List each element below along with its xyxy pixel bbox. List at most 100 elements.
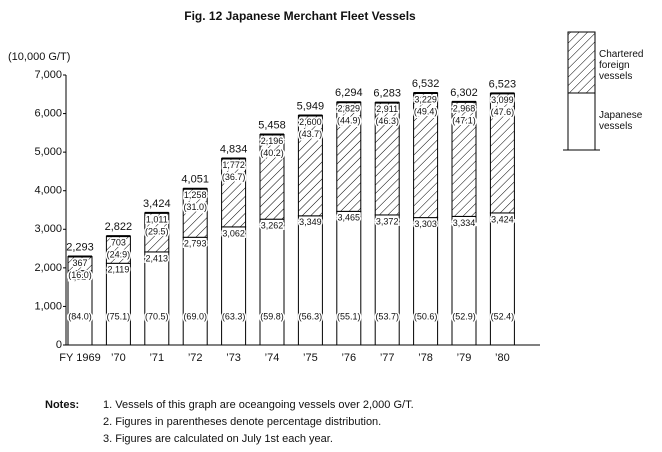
percent-label: (52.4): [491, 311, 515, 321]
bar-segment: [374, 102, 400, 216]
total-label: 2,822: [105, 221, 133, 233]
bar-segment: [489, 92, 515, 214]
total-label: 6,523: [489, 78, 517, 90]
y-tick-label: 5,000: [34, 146, 62, 158]
percent-label: (59.8): [260, 311, 284, 321]
y-tick-label: 4,000: [34, 185, 62, 197]
value-label: 1,258: [184, 190, 207, 200]
bar-segment: [451, 101, 477, 217]
bar-segment: [451, 215, 477, 346]
bar-segment: [259, 218, 285, 346]
total-label: 6,302: [450, 87, 478, 99]
value-label: 3,372: [376, 216, 399, 226]
value-label: 2,829: [338, 104, 361, 114]
percent-label: (53.7): [375, 311, 399, 321]
total-label: 6,532: [412, 78, 440, 90]
legend-label: Japanese vessels: [599, 110, 643, 132]
percent-label: (16.0): [68, 270, 92, 280]
y-axis-label: (10,000 G/T): [8, 51, 70, 63]
bar-segment: [144, 251, 170, 346]
x-tick-label: FY 1969: [59, 352, 100, 364]
x-tick-label: ’76: [341, 352, 356, 364]
notes-heading: Notes:: [45, 399, 79, 411]
note-item: 3. Figures are calculated on July 1st ea…: [103, 433, 333, 445]
legend-label: Chartered foreign vessels: [599, 49, 643, 82]
value-label: 3,229: [414, 94, 437, 104]
value-label: 1,011: [146, 214, 168, 224]
total-label: 3,424: [143, 198, 171, 210]
y-tick-label: 0: [56, 339, 62, 351]
value-label: 3,099: [491, 95, 514, 105]
bar-segment: [413, 217, 439, 346]
bar-segment: [489, 212, 515, 346]
percent-label: (69.0): [183, 311, 207, 321]
percent-label: (47.6): [491, 107, 515, 117]
value-label: 3,334: [453, 218, 476, 228]
percent-label: (56.3): [299, 311, 323, 321]
total-label: 6,283: [373, 88, 401, 100]
percent-label: (40.2): [260, 148, 284, 158]
x-tick-label: ’72: [188, 352, 203, 364]
x-tick-label: ’74: [265, 352, 280, 364]
x-tick-label: ’80: [495, 352, 510, 364]
legend-swatch: [567, 92, 596, 151]
bar-segment: [297, 215, 323, 346]
value-label: 3,062: [222, 228, 245, 238]
chart-title: Fig. 12 Japanese Merchant Fleet Vessels: [184, 9, 416, 23]
bar-segment: [221, 226, 247, 346]
percent-label: (75.1): [107, 311, 131, 321]
y-tick-label: 2,000: [34, 262, 62, 274]
value-label: 1,772: [222, 160, 245, 170]
value-label: 1,926: [69, 272, 92, 282]
value-label: 2,119: [107, 265, 129, 275]
x-tick-label: ’73: [226, 352, 241, 364]
percent-label: (29.5): [145, 226, 169, 236]
total-label: 2,293: [66, 241, 94, 253]
legend-swatch: [567, 31, 596, 94]
percent-label: (43.7): [299, 129, 323, 139]
value-label: 367: [72, 258, 87, 268]
bar-segment: [105, 262, 131, 346]
percent-label: (52.9): [452, 311, 476, 321]
bar-segment: [336, 210, 362, 346]
bar-segment: [413, 92, 439, 219]
value-label: 3,465: [338, 213, 361, 223]
total-label: 4,834: [220, 143, 248, 155]
percent-label: (31.0): [183, 202, 207, 212]
total-label: 5,458: [258, 119, 286, 131]
value-label: 2,600: [299, 117, 322, 127]
percent-label: (70.5): [145, 311, 169, 321]
bar-segment: [297, 115, 323, 217]
bar-segment: [259, 133, 285, 220]
value-label: 3,262: [261, 221, 284, 231]
percent-label: (63.3): [222, 311, 246, 321]
value-label: 703: [111, 238, 126, 248]
percent-label: (49.4): [414, 106, 438, 116]
total-label: 6,294: [335, 87, 363, 99]
y-tick-label: 7,000: [34, 69, 62, 81]
value-label: 2,793: [184, 239, 207, 249]
percent-label: (24.9): [107, 250, 131, 260]
percent-label: (50.6): [414, 311, 438, 321]
x-tick-label: ’70: [111, 352, 126, 364]
bar-segment: [221, 158, 247, 228]
value-label: 2,911: [376, 104, 398, 114]
percent-label: (47.1): [452, 115, 476, 125]
y-tick-label: 1,000: [34, 300, 62, 312]
value-label: 3,303: [414, 219, 437, 229]
note-item: 1. Vessels of this graph are oceangoing …: [103, 399, 414, 411]
x-tick-label: ’71: [149, 352, 164, 364]
y-tick-label: 6,000: [34, 107, 62, 119]
value-label: 3,349: [299, 217, 322, 227]
value-label: 2,413: [146, 253, 169, 263]
bar-segment: [182, 236, 208, 346]
x-tick-label: ’77: [380, 352, 395, 364]
value-label: 2,968: [453, 103, 476, 113]
percent-label: (44.9): [337, 116, 361, 126]
bar-segment: [374, 214, 400, 346]
value-label: 3,424: [491, 214, 514, 224]
percent-label: (36.7): [222, 172, 246, 182]
percent-label: (84.0): [68, 311, 92, 321]
x-tick-label: ’79: [457, 352, 472, 364]
